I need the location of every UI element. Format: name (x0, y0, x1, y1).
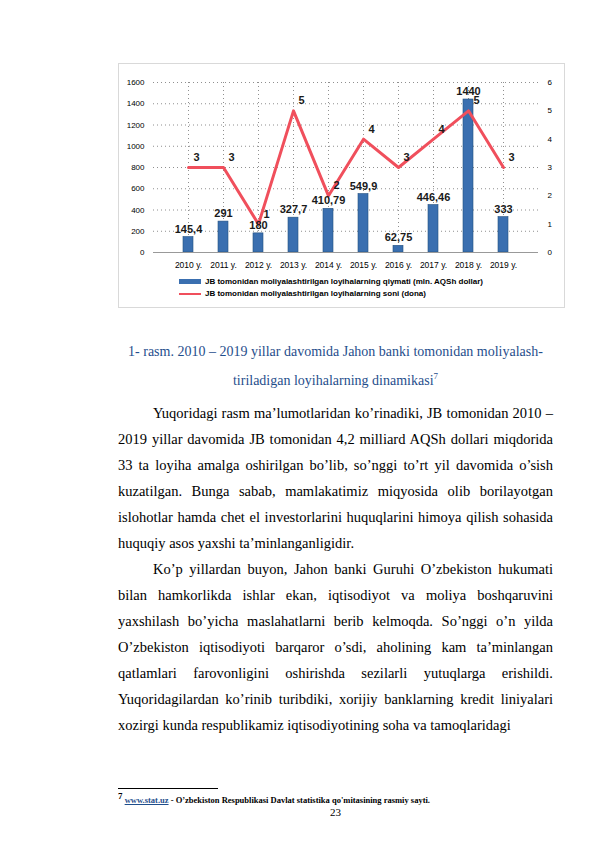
svg-text:3: 3 (508, 151, 514, 163)
html-text:tiriladigan loyihalarning dina: tiriladigan loyihalarning dinamikasi7 (232, 371, 439, 388)
html-text:JB tomonidan moliyalashtirilga: JB tomonidan moliyalashtirilgan loyihala… (205, 289, 426, 298)
html-text:23: 23 (330, 806, 341, 818)
svg-text:4: 4 (368, 123, 375, 135)
svg-text:327,7: 327,7 (280, 203, 308, 215)
svg-text:180: 180 (249, 219, 267, 231)
svg-text:2018 y.: 2018 y. (455, 260, 482, 270)
svg-text:800: 800 (131, 163, 145, 172)
svg-text:2012 y.: 2012 y. (245, 260, 272, 270)
svg-text:446,46: 446,46 (417, 191, 451, 203)
svg-text:2013 y.: 2013 y. (280, 260, 307, 270)
svg-text:62,75: 62,75 (385, 231, 413, 243)
svg-text:2: 2 (333, 179, 339, 191)
svg-text:2015 y.: 2015 y. (350, 260, 377, 270)
svg-text:145,4: 145,4 (175, 223, 203, 235)
svg-text:0: 0 (548, 248, 553, 257)
svg-text:3: 3 (548, 163, 553, 172)
svg-text:2011 y.: 2011 y. (210, 260, 237, 270)
html-text:Ko’p yillardan buyon, Jahon ba: Ko’p yillardan buyon, Jahon banki Guruhi… (118, 561, 553, 733)
svg-text:1000: 1000 (127, 142, 145, 151)
svg-text:1600: 1600 (127, 78, 145, 87)
svg-text:291: 291 (214, 207, 232, 219)
svg-text:0: 0 (140, 248, 145, 257)
svg-text:5: 5 (298, 94, 304, 106)
svg-text:1200: 1200 (127, 121, 145, 130)
svg-text:4: 4 (548, 135, 553, 144)
svg-text:333: 333 (494, 203, 512, 215)
svg-text:200: 200 (131, 227, 145, 236)
svg-text:2019 y.: 2019 y. (490, 260, 517, 270)
html-text:Yuqoridagi rasm ma’lumotlarida: Yuqoridagi rasm ma’lumotlaridan ko’rinad… (118, 405, 553, 551)
svg-text:5: 5 (548, 106, 553, 115)
svg-text:3: 3 (193, 151, 199, 163)
svg-text:6: 6 (548, 78, 553, 87)
svg-text:2016 y.: 2016 y. (385, 260, 412, 270)
html-text:7www.stat.uz - O’zbekiston Res: 7www.stat.uz - O’zbekiston Respublikasi … (118, 791, 430, 805)
svg-text:5: 5 (473, 94, 479, 106)
svg-text:1: 1 (548, 220, 553, 229)
svg-text:1440: 1440 (456, 85, 481, 97)
svg-text:4: 4 (438, 123, 445, 135)
svg-text:1: 1 (263, 208, 269, 220)
svg-text:549,9: 549,9 (350, 180, 378, 192)
svg-text:2010 y.: 2010 y. (175, 260, 202, 270)
svg-text:1400: 1400 (127, 99, 145, 108)
svg-text:3: 3 (403, 151, 409, 163)
html-text:1- rasm. 2010 – 2019 yillar da: 1- rasm. 2010 – 2019 yillar davomida Jah… (128, 344, 543, 359)
svg-text:400: 400 (131, 206, 145, 215)
svg-text:2014 y.: 2014 y. (315, 260, 342, 270)
html-text:JB tomonidan moliyalashtirilga: JB tomonidan moliyalashtirilgan loyihala… (205, 277, 483, 286)
svg-text:2017 y.: 2017 y. (420, 260, 447, 270)
svg-text:600: 600 (131, 184, 145, 193)
svg-text:410,79: 410,79 (312, 194, 346, 206)
svg-text:3: 3 (228, 151, 234, 163)
svg-text:2: 2 (548, 191, 553, 200)
